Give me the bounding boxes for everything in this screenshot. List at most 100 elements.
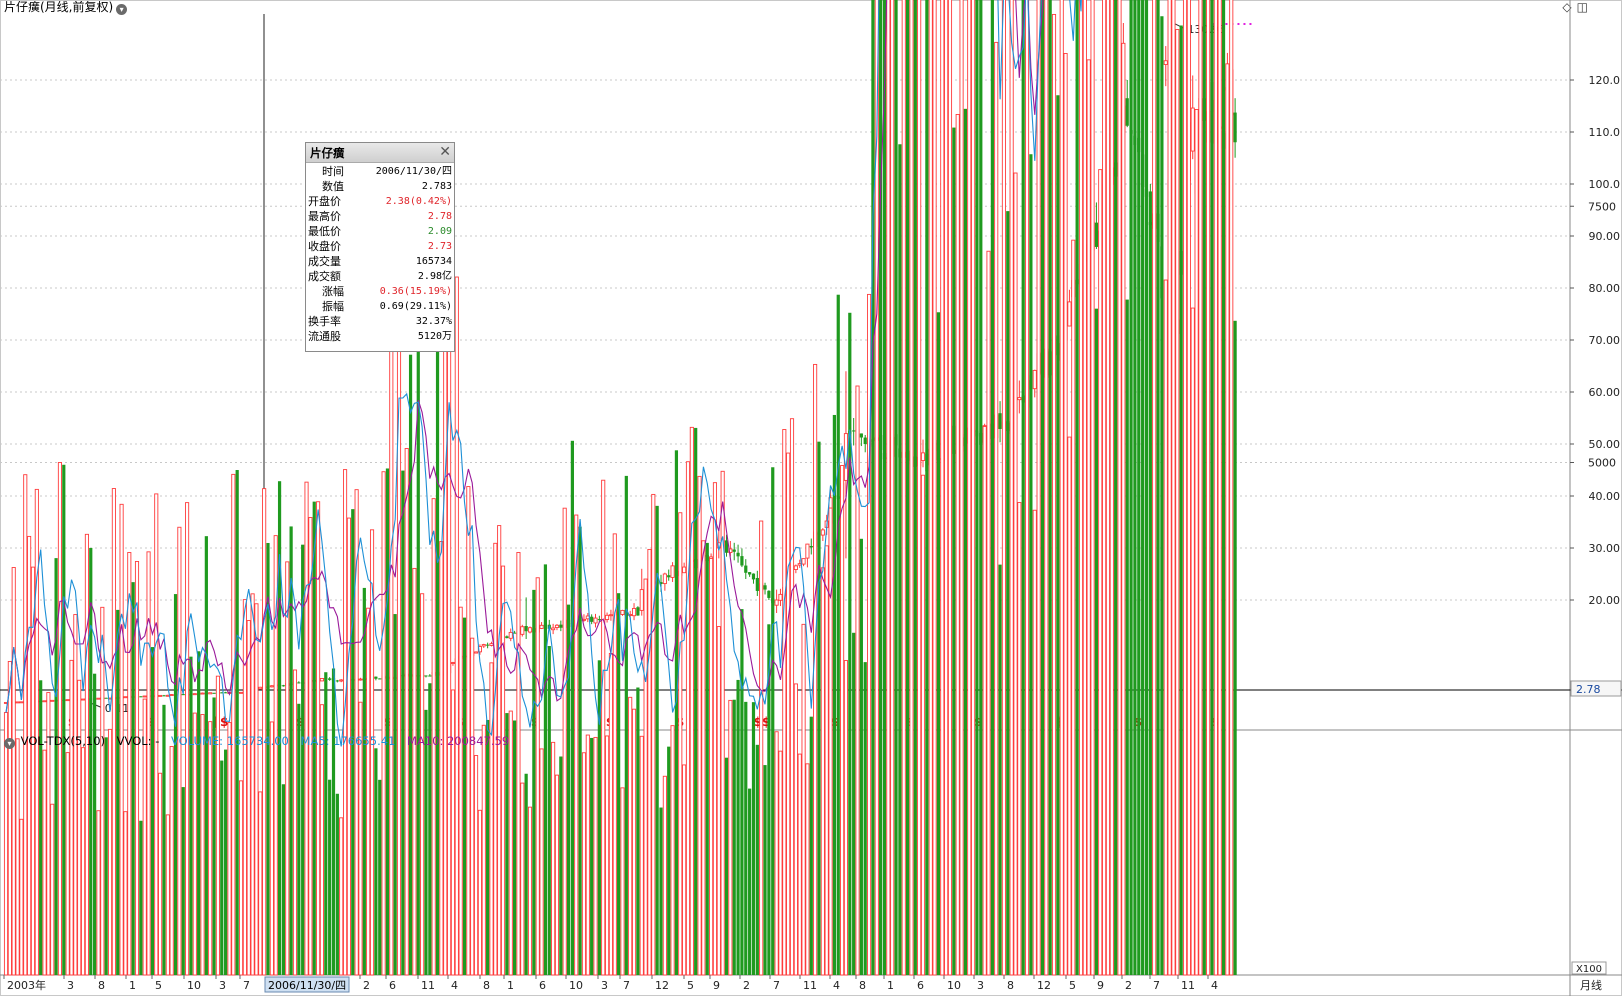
volume-bar (682, 764, 687, 976)
info-row: 最低价 2.09 (308, 224, 452, 239)
price-tick-label: 50.00 (1589, 438, 1621, 451)
candle-body (424, 675, 428, 677)
volume-bar (146, 551, 151, 976)
volume-bar (767, 624, 771, 975)
volume-bar (535, 577, 540, 976)
info-row: 最高价 2.78 (308, 209, 452, 224)
volume-bar (466, 486, 471, 976)
candle-body (744, 565, 748, 573)
volume-bar (273, 535, 278, 976)
volume-bar (647, 548, 652, 976)
volume-bar (979, 0, 983, 975)
volume-bar (628, 696, 633, 976)
layout-icon[interactable]: ◫ (1576, 0, 1588, 14)
volume-bar (539, 748, 544, 976)
candle-body (767, 590, 771, 598)
volume-bar (678, 512, 683, 976)
volume-bar (420, 593, 425, 976)
volume-bar (817, 441, 821, 975)
candle-body (258, 686, 263, 690)
candle-body (763, 585, 767, 590)
volume-bar (246, 620, 251, 976)
volume-bar (1213, 0, 1218, 976)
candle-body (539, 624, 544, 629)
chevron-down-icon[interactable]: ▾ (116, 4, 128, 15)
volume-bar (1148, 221, 1152, 975)
volume-bar (1051, 13, 1057, 976)
candle-body (208, 692, 213, 695)
time-tick-label: 4 (1211, 979, 1218, 992)
volume-bar (843, 660, 849, 976)
volume-bar (42, 749, 47, 976)
time-tick-label: 3 (219, 979, 226, 992)
volume-bar (925, 0, 929, 976)
volume-bar (636, 687, 640, 975)
volume-bar (824, 545, 829, 976)
candle-body (335, 680, 339, 682)
info-row-label: 开盘价 (308, 195, 341, 208)
volume-bar (786, 452, 791, 976)
candle-body (998, 413, 1002, 429)
volume-bar (959, 0, 964, 976)
volume-bar (39, 680, 43, 975)
volume-bar (11, 567, 16, 976)
volume-bar (123, 811, 128, 976)
volume-bar (771, 467, 775, 975)
ma5-value: MA5: 176655.41 (300, 734, 396, 748)
volume-bar (197, 651, 201, 975)
volume-bar (512, 720, 517, 975)
candle-body (751, 573, 756, 580)
time-tick-label: 8 (483, 979, 490, 992)
candle-body (200, 692, 205, 695)
candle-body (512, 632, 517, 634)
volume-bar (408, 354, 413, 976)
candle-body (81, 698, 86, 701)
volume-tick-label: 5000 (1588, 457, 1616, 470)
volume-bar (401, 470, 405, 975)
volume-bar (986, 250, 991, 976)
volume-bar (378, 779, 382, 975)
chevron-down-icon[interactable]: ▾ (4, 738, 15, 749)
volume-bar (381, 471, 386, 976)
volume-bar (871, 0, 875, 976)
volume-bar (139, 820, 143, 975)
volume-bar (562, 507, 567, 976)
info-row-label: 最高价 (308, 210, 341, 223)
volume-bar (852, 632, 856, 975)
volume-bar (412, 567, 417, 976)
volume-bar (1129, 0, 1133, 975)
time-tick-label: 11 (421, 979, 435, 992)
volume-bar (481, 724, 486, 976)
candle-body (859, 433, 863, 438)
volume-bar (867, 293, 872, 976)
volume-bar (312, 501, 316, 975)
volume-bar (859, 538, 863, 975)
info-window-header[interactable]: 片仔癀 ✕ (306, 143, 454, 163)
volume-bar (65, 752, 70, 976)
volume-bar (898, 144, 902, 975)
candle-body (597, 619, 601, 621)
candle-body (281, 685, 286, 687)
volume-bar (920, 474, 926, 976)
chart-title-text: 片仔癀(月线,前复权) (4, 0, 114, 14)
volume-bar (7, 660, 12, 976)
time-tick-label: 8 (98, 979, 105, 992)
volume-bar (189, 656, 193, 975)
volume-bar (917, 0, 922, 976)
volume-bar (697, 475, 702, 976)
volume-bar (454, 276, 459, 976)
volume-bar (1190, 307, 1195, 976)
close-icon[interactable]: ✕ (439, 144, 451, 160)
volume-bar (493, 542, 498, 976)
volume-bar (89, 547, 93, 975)
data-info-window[interactable]: 片仔癀 ✕ 时间 2006/11/30/四 数值 2.783 开盘价 2.38(0.42%… (305, 142, 455, 352)
volume-indicator-name[interactable]: VOL-TDX(5,10) (20, 734, 106, 748)
diamond-icon[interactable]: ◇ (1562, 0, 1572, 14)
candle-body (489, 643, 494, 646)
volume-bar (828, 507, 833, 976)
info-row-label: 收盘价 (308, 240, 341, 253)
volume-bar (836, 294, 840, 976)
volume-bar (789, 418, 795, 976)
info-row: 数值 2.783 (308, 179, 452, 194)
